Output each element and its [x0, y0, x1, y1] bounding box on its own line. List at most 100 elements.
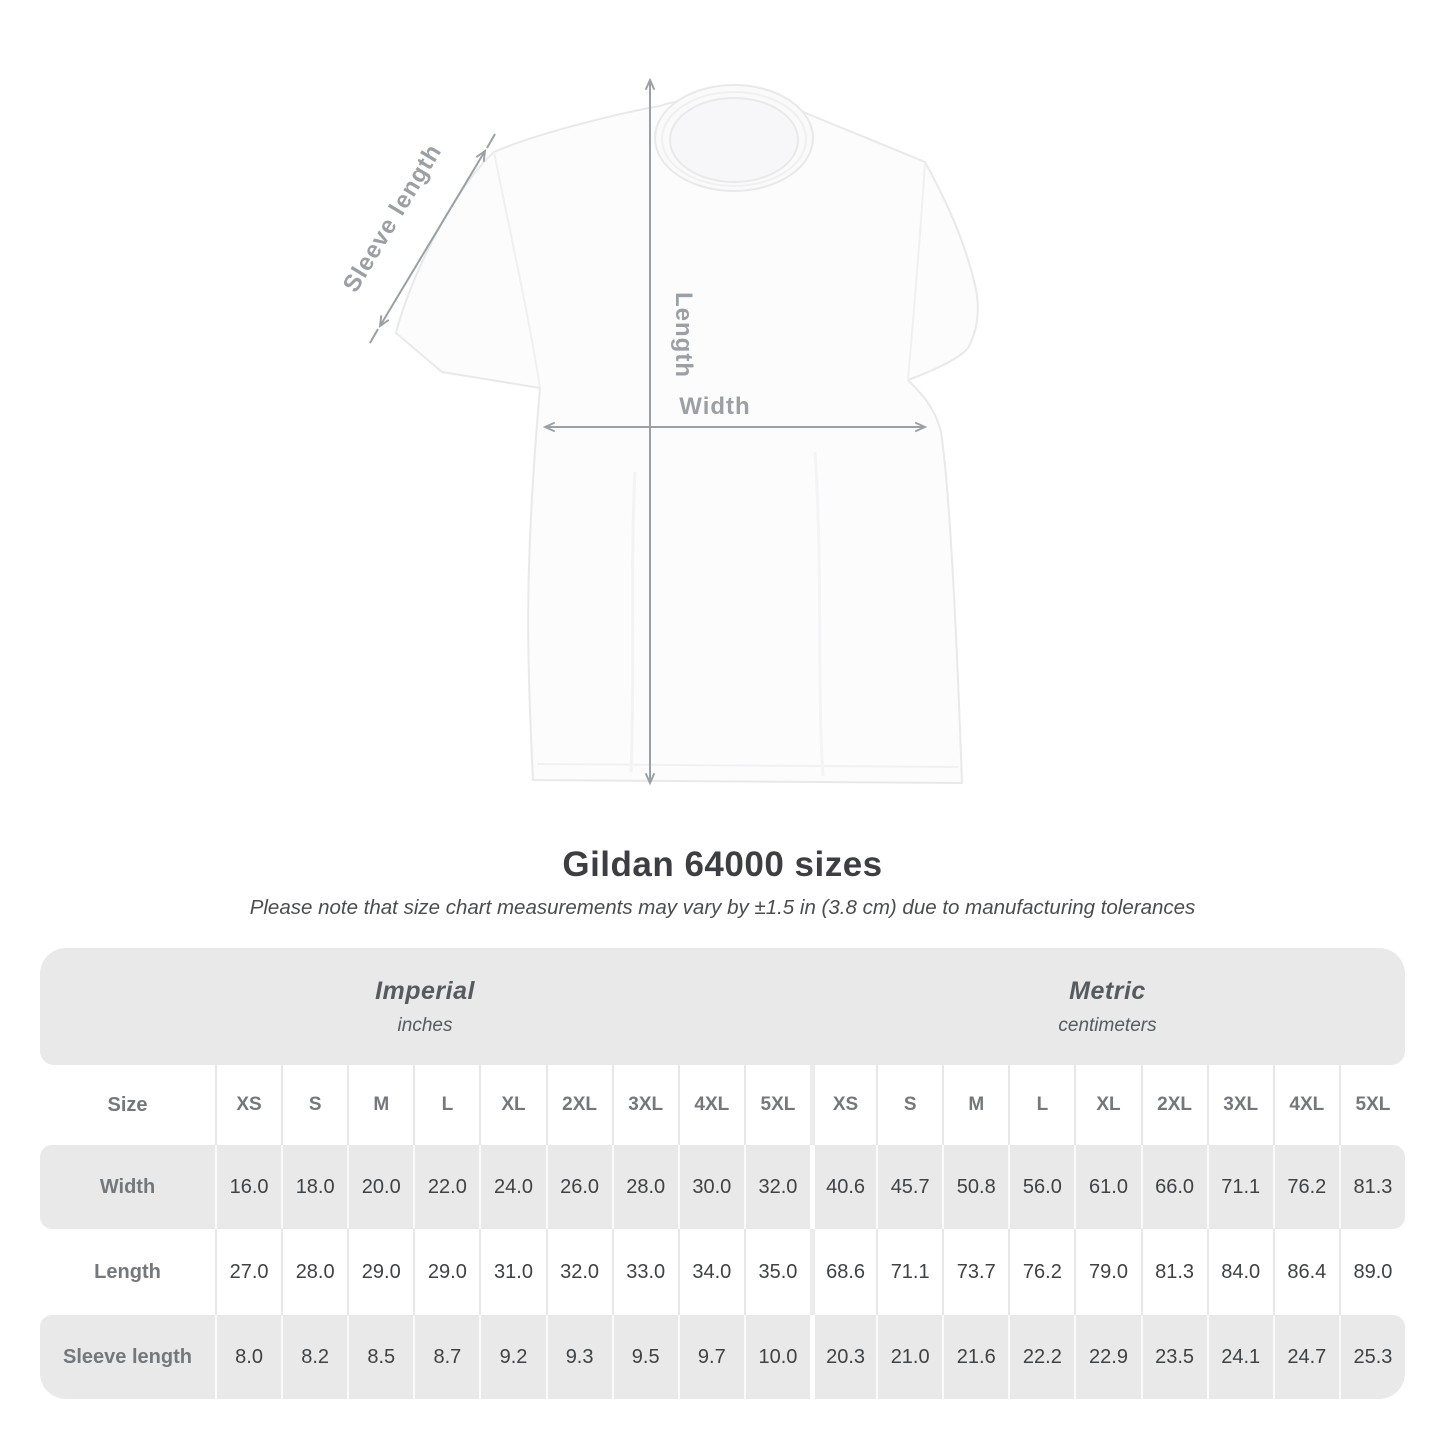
table-row-sleeve-length: Sleeve length 8.0 8.2 8.5 8.7 9.2 9.3 9.5 9.7 10.… — [40, 1315, 1405, 1399]
value-cell-imperial: 22.0 — [413, 1145, 479, 1229]
size-header-imperial-m: M — [347, 1065, 413, 1145]
size-header-metric-3xl: 3XL — [1206, 1065, 1273, 1145]
sleeve-arrow-tick-bottom — [369, 328, 379, 344]
value-cell-imperial: 8.0 — [215, 1315, 281, 1399]
imperial-label: Imperial — [375, 976, 475, 1005]
value-cell-metric: 20.3 — [810, 1315, 876, 1399]
size-header-metric-m: M — [942, 1065, 1008, 1145]
value-cell-imperial: 31.0 — [479, 1229, 545, 1315]
size-chart-card: Imperial inches Metric centimeters Size X… — [40, 948, 1405, 1399]
imperial-header: Imperial inches — [40, 948, 810, 1065]
metric-header: Metric centimeters — [810, 948, 1405, 1065]
size-table-rows: Size XS S M L XL 2XL 3XL 4XL 5XL XS S M L XL 2XL 3XL 4XL 5… — [40, 1065, 1405, 1399]
value-cell-imperial: 24.0 — [479, 1145, 545, 1229]
size-header-imperial-2xl: 2XL — [545, 1065, 612, 1145]
size-header-metric-l: L — [1008, 1065, 1074, 1145]
size-header-metric-xl: XL — [1074, 1065, 1140, 1145]
value-cell-metric: 45.7 — [876, 1145, 942, 1229]
sleeve-arrow-tick-top — [486, 133, 496, 149]
value-cell-metric: 24.1 — [1206, 1315, 1273, 1399]
value-cell-metric: 73.7 — [942, 1229, 1008, 1315]
value-cell-metric: 84.0 — [1206, 1229, 1273, 1315]
value-cell-imperial: 18.0 — [281, 1145, 347, 1229]
sleeve-arrow — [380, 151, 485, 326]
value-cell-metric: 56.0 — [1008, 1145, 1074, 1229]
value-cell-metric: 22.9 — [1074, 1315, 1140, 1399]
size-header-imperial-xs: XS — [215, 1065, 281, 1145]
value-cell-metric: 24.7 — [1272, 1315, 1339, 1399]
tolerance-note: Please note that size chart measurements… — [249, 896, 1196, 919]
value-cell-imperial: 26.0 — [545, 1145, 612, 1229]
fabric-fold-left — [629, 471, 637, 773]
collar-stitch — [661, 91, 807, 187]
size-header-metric-5xl: 5XL — [1338, 1065, 1405, 1145]
imperial-sublabel: inches — [397, 1014, 453, 1036]
value-cell-imperial: 32.0 — [545, 1229, 612, 1315]
size-header-imperial-xl: XL — [479, 1065, 545, 1145]
value-cell-metric: 81.3 — [1338, 1145, 1405, 1229]
value-cell-metric: 81.3 — [1140, 1229, 1207, 1315]
value-cell-metric: 76.2 — [1008, 1229, 1074, 1315]
value-cell-imperial: 20.0 — [347, 1145, 413, 1229]
width-dimension-label: Width — [679, 393, 750, 420]
value-cell-metric: 50.8 — [942, 1145, 1008, 1229]
value-cell-imperial: 27.0 — [215, 1229, 281, 1315]
value-cell-metric: 25.3 — [1338, 1315, 1405, 1399]
value-cell-metric: 23.5 — [1140, 1315, 1207, 1399]
row-label: Sleeve length — [63, 1345, 192, 1368]
value-cell-metric: 89.0 — [1338, 1229, 1405, 1315]
value-cell-imperial: 32.0 — [743, 1145, 810, 1229]
page-title: Gildan 64000 sizes — [562, 845, 883, 884]
size-header-imperial-s: S — [281, 1065, 347, 1145]
value-cell-metric: 71.1 — [876, 1229, 942, 1315]
size-header-metric-xs: XS — [810, 1065, 876, 1145]
fabric-fold-right — [813, 451, 825, 777]
value-cell-metric: 40.6 — [810, 1145, 876, 1229]
value-cell-imperial: 29.0 — [347, 1229, 413, 1315]
size-column-header: Size — [107, 1093, 148, 1116]
row-label: Width — [99, 1175, 156, 1198]
value-cell-imperial: 28.0 — [611, 1145, 678, 1229]
value-cell-imperial: 8.2 — [281, 1315, 347, 1399]
unit-header-band: Imperial inches Metric centimeters — [40, 948, 1405, 1065]
size-header-row: Size XS S M L XL 2XL 3XL 4XL 5XL XS S M L XL 2XL 3XL 4XL 5… — [40, 1065, 1405, 1145]
value-cell-metric: 21.6 — [942, 1315, 1008, 1399]
value-cell-imperial: 10.0 — [743, 1315, 810, 1399]
value-cell-imperial: 8.7 — [413, 1315, 479, 1399]
value-cell-metric: 61.0 — [1074, 1145, 1140, 1229]
length-dimension-label: Length — [670, 292, 697, 378]
value-cell-imperial: 28.0 — [281, 1229, 347, 1315]
table-row-width: Width 16.0 18.0 20.0 22.0 24.0 26.0 28.0 30.0 32.… — [40, 1145, 1405, 1229]
value-cell-imperial: 9.5 — [611, 1315, 678, 1399]
size-header-metric-s: S — [876, 1065, 942, 1145]
size-header-imperial-5xl: 5XL — [743, 1065, 810, 1145]
row-label: Length — [94, 1260, 161, 1283]
value-cell-metric: 86.4 — [1272, 1229, 1339, 1315]
value-cell-metric: 79.0 — [1074, 1229, 1140, 1315]
right-sleeve-seam — [907, 161, 926, 381]
table-row-length: Length 27.0 28.0 29.0 29.0 31.0 32.0 33.0 34.0 35… — [40, 1229, 1405, 1315]
value-cell-imperial: 9.2 — [479, 1315, 545, 1399]
tshirt-measurement-diagram: Width Length Sleeve length — [335, 52, 1065, 832]
value-cell-metric: 21.0 — [876, 1315, 942, 1399]
size-header-imperial-3xl: 3XL — [611, 1065, 678, 1145]
left-sleeve-seam — [493, 151, 541, 389]
size-header-imperial-4xl: 4XL — [677, 1065, 744, 1145]
size-header-metric-2xl: 2XL — [1140, 1065, 1207, 1145]
value-cell-imperial: 9.3 — [545, 1315, 612, 1399]
value-cell-imperial: 29.0 — [413, 1229, 479, 1315]
value-cell-metric: 71.1 — [1206, 1145, 1273, 1229]
value-cell-imperial: 35.0 — [743, 1229, 810, 1315]
value-cell-imperial: 16.0 — [215, 1145, 281, 1229]
collar-inner — [669, 97, 799, 183]
value-cell-metric: 22.2 — [1008, 1315, 1074, 1399]
value-cell-imperial: 9.7 — [677, 1315, 744, 1399]
value-cell-metric: 76.2 — [1272, 1145, 1339, 1229]
value-cell-imperial: 30.0 — [677, 1145, 744, 1229]
tshirt-body — [395, 98, 979, 784]
metric-sublabel: centimeters — [1058, 1014, 1157, 1036]
size-header-imperial-l: L — [413, 1065, 479, 1145]
value-cell-imperial: 8.5 — [347, 1315, 413, 1399]
metric-label: Metric — [1069, 976, 1146, 1005]
tshirt-diagram-svg: Width Length Sleeve length — [338, 52, 979, 832]
